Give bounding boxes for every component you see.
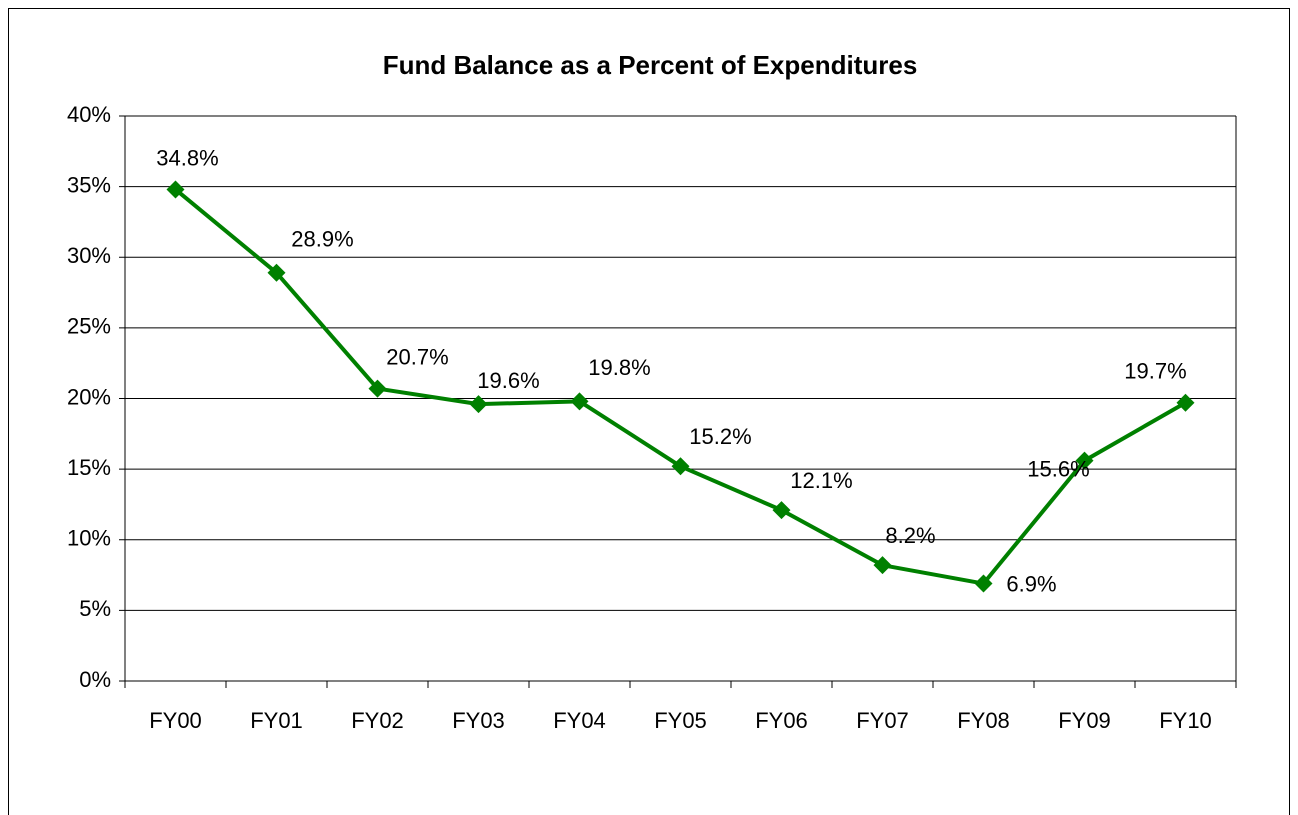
data-label: 15.6% [1027,456,1089,481]
y-tick-label: 10% [67,526,111,551]
marker [570,392,589,411]
x-tick-label: FY04 [553,708,606,733]
data-label: 12.1% [790,468,852,493]
x-tick-label: FY00 [149,708,202,733]
y-tick-label: 35% [67,172,111,197]
y-tick-label: 15% [67,455,111,480]
data-label: 34.8% [156,145,218,170]
marker [671,457,690,476]
x-tick-label: FY03 [452,708,505,733]
x-tick-label: FY06 [755,708,808,733]
marker [873,556,892,575]
chart-frame [8,8,1290,815]
x-tick-label: FY08 [957,708,1010,733]
x-tick-label: FY07 [856,708,909,733]
data-label: 19.6% [477,368,539,393]
marker [1176,393,1195,412]
x-tick-label: FY02 [351,708,404,733]
data-label: 15.2% [689,424,751,449]
chart-title: Fund Balance as a Percent of Expenditure… [383,50,918,80]
x-tick-label: FY09 [1058,708,1111,733]
data-label: 19.7% [1124,359,1186,384]
marker [166,180,185,199]
marker [267,263,286,282]
data-label: 20.7% [386,344,448,369]
marker [772,501,791,520]
marker [368,379,387,398]
data-label: 6.9% [1006,571,1056,596]
y-tick-label: 20% [67,384,111,409]
y-tick-label: 0% [79,667,111,692]
data-label: 8.2% [885,523,935,548]
x-tick-label: FY01 [250,708,303,733]
data-label: 28.9% [291,227,353,252]
y-tick-label: 30% [67,243,111,268]
x-tick-label: FY05 [654,708,707,733]
y-tick-label: 40% [67,102,111,127]
data-label: 19.8% [588,355,650,380]
y-tick-label: 5% [79,596,111,621]
marker [1075,451,1094,470]
marker [974,574,993,593]
y-tick-label: 25% [67,314,111,339]
marker [469,395,488,414]
x-tick-label: FY10 [1159,708,1212,733]
